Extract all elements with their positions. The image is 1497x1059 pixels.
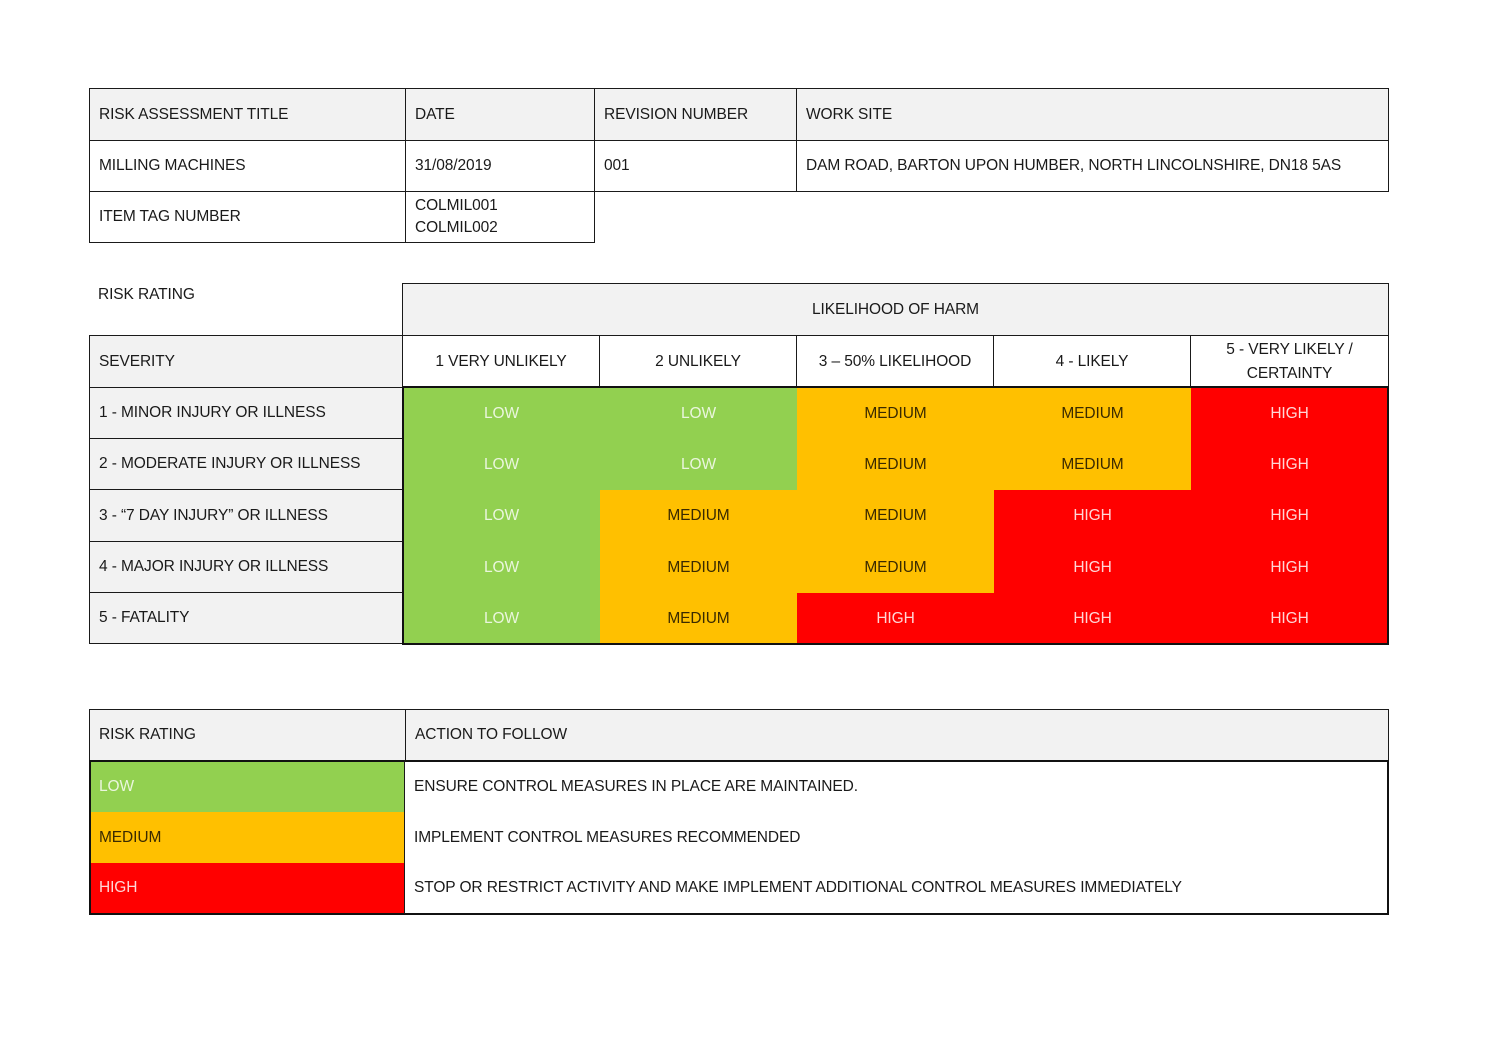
- risk-cell-r3-c5: HIGH: [1191, 490, 1388, 542]
- value-revision-number: 001: [594, 140, 797, 192]
- risk-cell-r1-c1: LOW: [403, 388, 600, 439]
- risk-cell-r2-c1: LOW: [403, 439, 600, 490]
- risk-cell-r3-c4: HIGH: [994, 490, 1191, 542]
- risk-cell-r5-c3: HIGH: [797, 593, 994, 644]
- risk-cell-r4-c4: HIGH: [994, 542, 1191, 593]
- likelihood-col-1: 1 VERY UNLIKELY: [402, 335, 600, 388]
- severity-header: SEVERITY: [89, 335, 403, 388]
- risk-cell-r2-c2: LOW: [600, 439, 797, 490]
- legend-rating-medium: MEDIUM: [90, 812, 405, 863]
- severity-row-1-label: 1 - MINOR INJURY OR ILLNESS: [89, 387, 403, 439]
- legend-divider: [404, 760, 405, 914]
- risk-cell-r2-c3: MEDIUM: [797, 439, 994, 490]
- legend-rating-high: HIGH: [90, 863, 405, 913]
- likelihood-col-2: 2 UNLIKELY: [599, 335, 797, 388]
- item-tag-values: COLMIL001 COLMIL002: [405, 191, 595, 243]
- legend-action-medium: IMPLEMENT CONTROL MEASURES RECOMMENDED: [405, 812, 1388, 863]
- item-tag-label: ITEM TAG NUMBER: [89, 191, 406, 243]
- likelihood-col-5-line-1: 5 - VERY LIKELY /: [1226, 340, 1353, 358]
- legend-rating-low: LOW: [90, 761, 405, 812]
- risk-cell-r4-c1: LOW: [403, 542, 600, 593]
- risk-cell-r1-c2: LOW: [600, 388, 797, 439]
- likelihood-col-3: 3 – 50% LIKELIHOOD: [796, 335, 994, 388]
- likelihood-header: LIKELIHOOD OF HARM: [402, 283, 1389, 336]
- risk-cell-r3-c3: MEDIUM: [797, 490, 994, 542]
- value-date: 31/08/2019: [405, 140, 595, 192]
- value-risk-assessment-title: MILLING MACHINES: [89, 140, 406, 192]
- likelihood-col-4: 4 - LIKELY: [993, 335, 1191, 388]
- risk-cell-r1-c5: HIGH: [1191, 388, 1388, 439]
- header-work-site: WORK SITE: [796, 88, 1389, 141]
- risk-cell-r5-c4: HIGH: [994, 593, 1191, 644]
- risk-cell-r4-c3: MEDIUM: [797, 542, 994, 593]
- item-tag-1: COLMIL001: [415, 197, 498, 214]
- legend-header-rating: RISK RATING: [89, 709, 406, 761]
- risk-cell-r1-c4: MEDIUM: [994, 388, 1191, 439]
- item-tag-2: COLMIL002: [415, 219, 498, 236]
- risk-cell-r5-c5: HIGH: [1191, 593, 1388, 644]
- header-revision-number: REVISION NUMBER: [594, 88, 797, 141]
- risk-cell-r5-c1: LOW: [403, 593, 600, 644]
- legend-header-action: ACTION TO FOLLOW: [405, 709, 1389, 761]
- risk-cell-r4-c5: HIGH: [1191, 542, 1388, 593]
- header-risk-assessment-title: RISK ASSESSMENT TITLE: [89, 88, 406, 141]
- matrix-title: RISK RATING: [98, 286, 195, 303]
- severity-row-3-label: 3 - “7 DAY INJURY” OR ILLNESS: [89, 489, 403, 542]
- legend-action-high: STOP OR RESTRICT ACTIVITY AND MAKE IMPLE…: [405, 863, 1388, 913]
- likelihood-col-5: 5 - VERY LIKELY / CERTAINTY: [1190, 335, 1389, 388]
- risk-cell-r5-c2: MEDIUM: [600, 593, 797, 644]
- header-date: DATE: [405, 88, 595, 141]
- risk-cell-r2-c4: MEDIUM: [994, 439, 1191, 490]
- likelihood-col-5-line-2: CERTAINTY: [1246, 364, 1333, 382]
- risk-cell-r1-c3: MEDIUM: [797, 388, 994, 439]
- risk-cell-r3-c1: LOW: [403, 490, 600, 542]
- severity-row-5-label: 5 - FATALITY: [89, 592, 403, 644]
- severity-row-4-label: 4 - MAJOR INJURY OR ILLNESS: [89, 541, 403, 593]
- risk-cell-r2-c5: HIGH: [1191, 439, 1388, 490]
- risk-cell-r4-c2: MEDIUM: [600, 542, 797, 593]
- risk-cell-r3-c2: MEDIUM: [600, 490, 797, 542]
- severity-row-2-label: 2 - MODERATE INJURY OR ILLNESS: [89, 438, 403, 490]
- value-work-site: DAM ROAD, BARTON UPON HUMBER, NORTH LINC…: [796, 140, 1389, 192]
- legend-action-low: ENSURE CONTROL MEASURES IN PLACE ARE MAI…: [405, 761, 1388, 812]
